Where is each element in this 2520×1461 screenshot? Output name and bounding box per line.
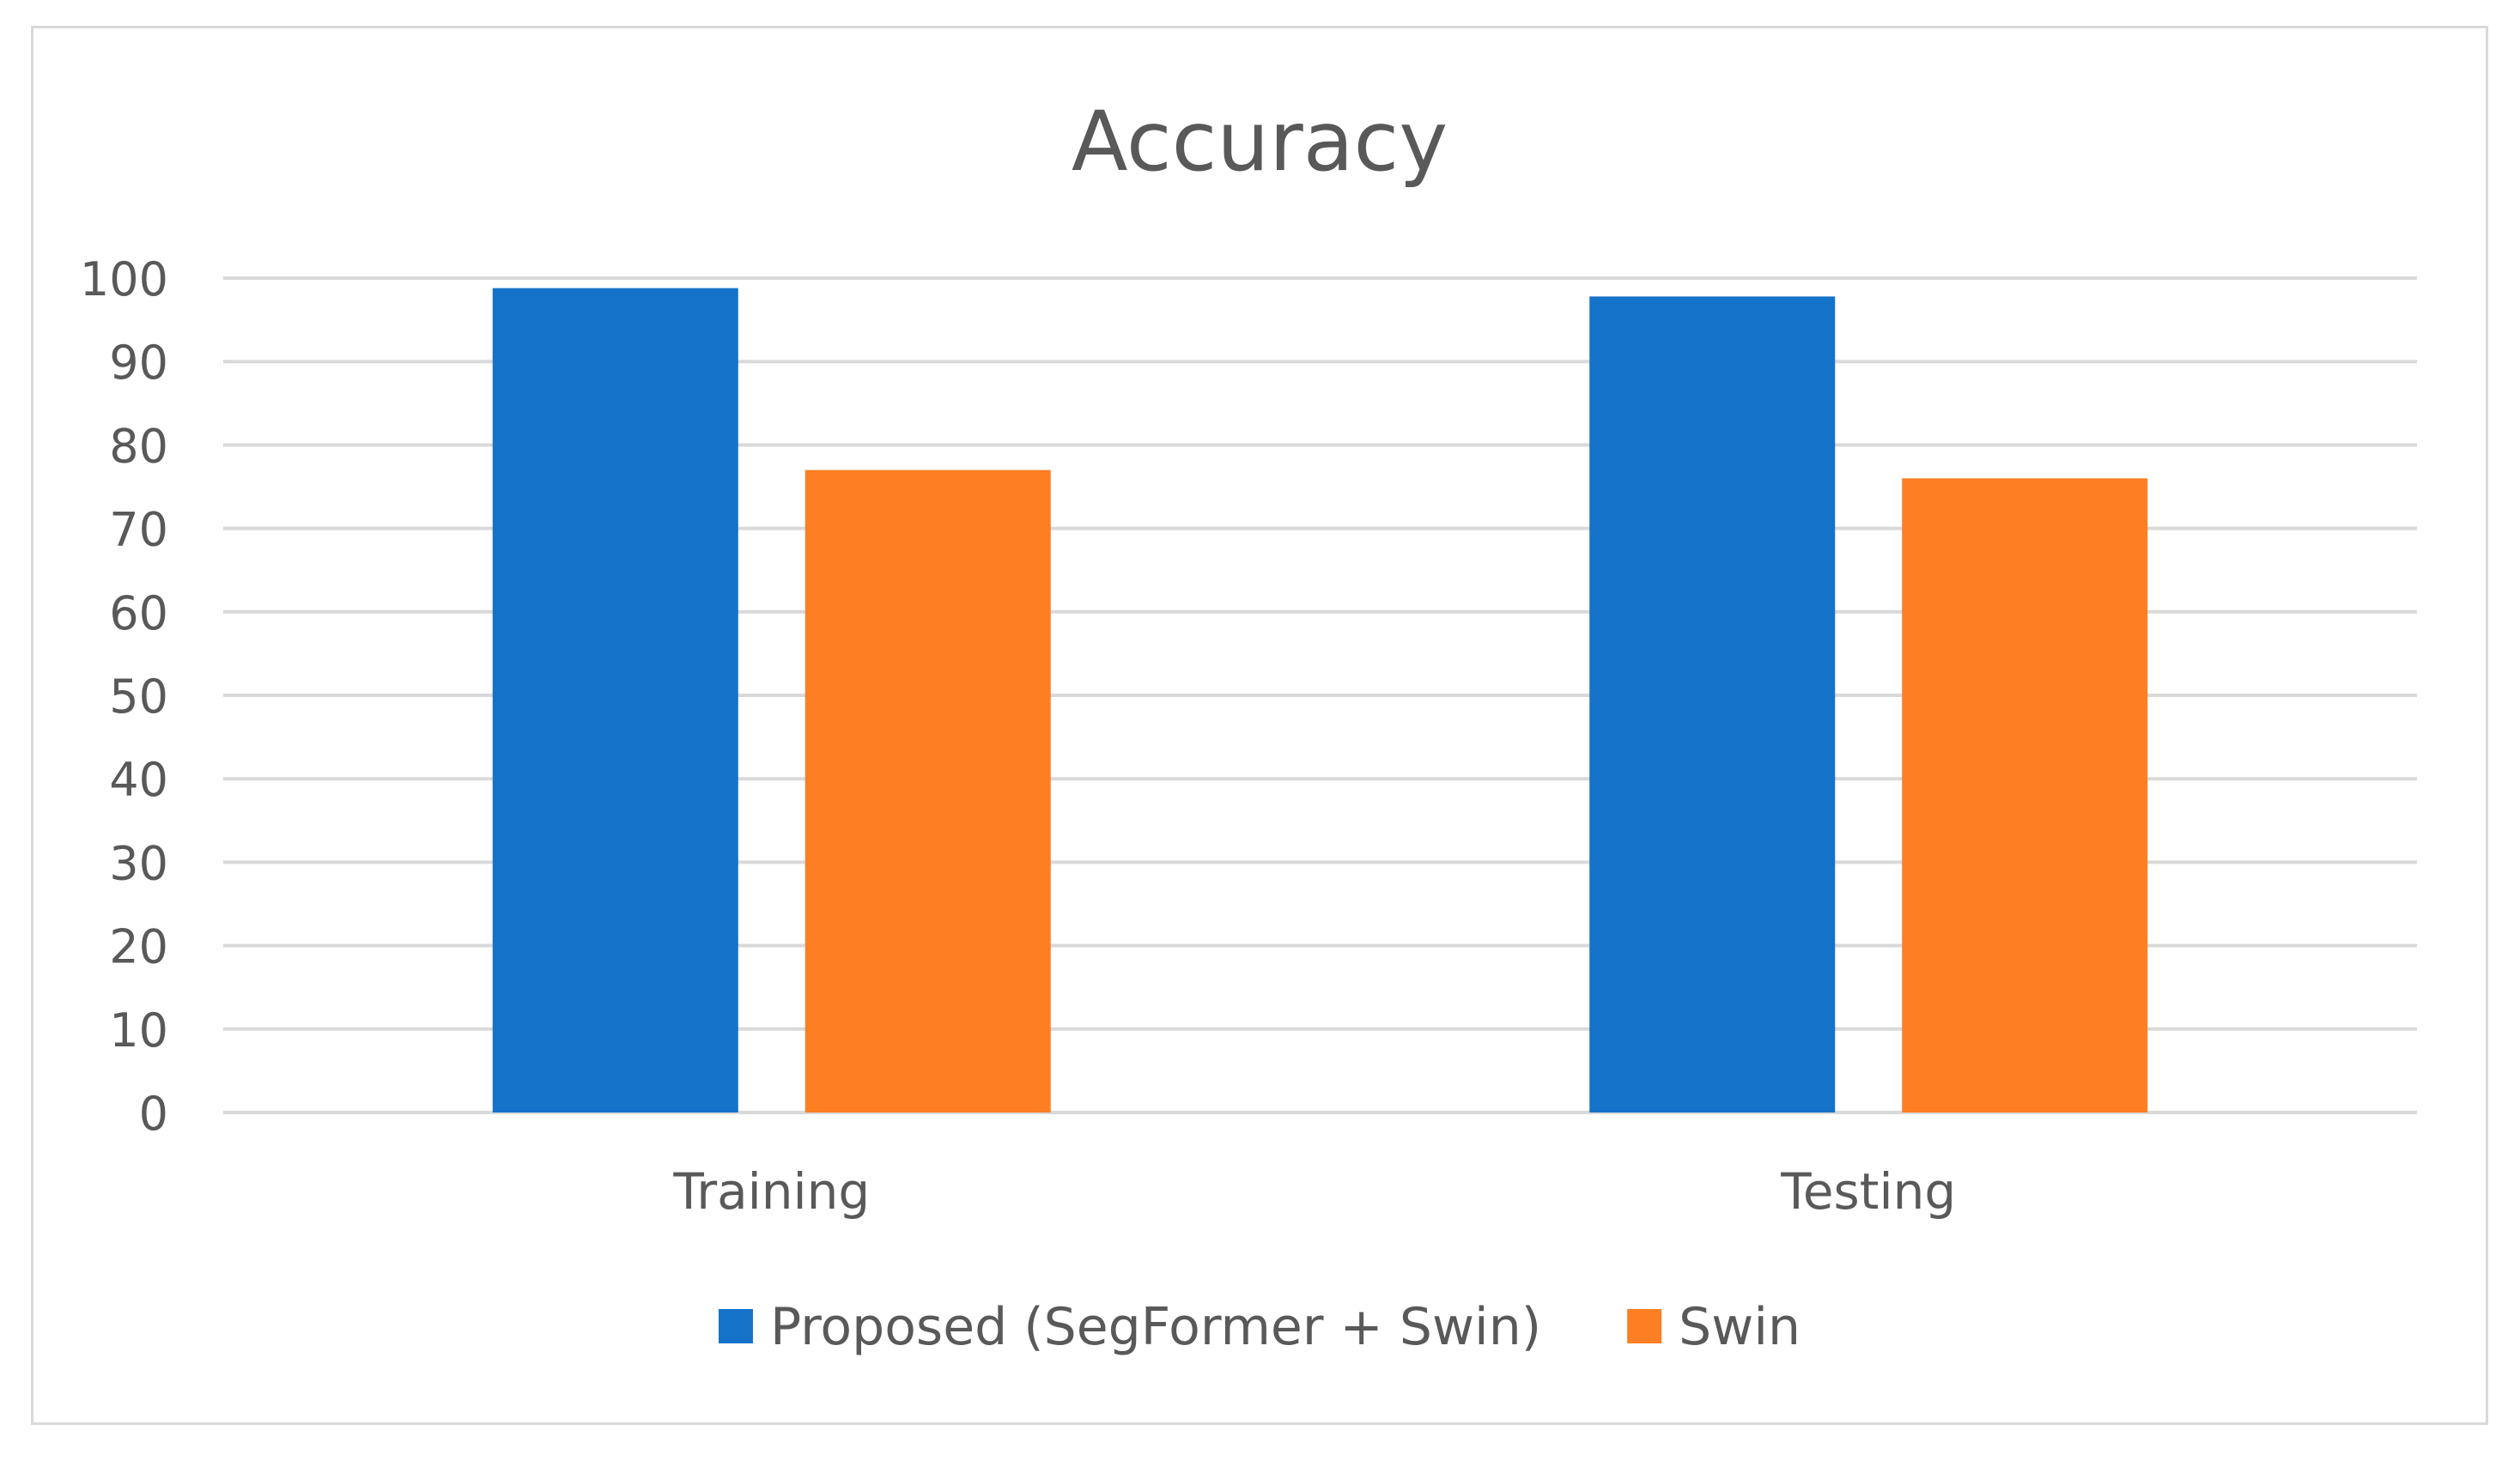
x-category-label: Testing [1780, 1162, 1956, 1221]
y-tick-label: 30 [109, 836, 168, 890]
bar-1-1 [1902, 478, 2148, 1112]
y-tick-label: 50 [109, 670, 168, 724]
y-axis-ticks: 0 10 20 30 40 50 60 70 80 90 100 [80, 252, 168, 1141]
legend-swatch [1627, 1309, 1662, 1343]
y-tick-label: 0 [139, 1087, 168, 1141]
x-category-label: Training [672, 1162, 870, 1221]
bars [492, 288, 2148, 1112]
legend-item-0: Proposed (SegFormer + Swin) [718, 1297, 1541, 1357]
y-tick-label: 100 [80, 252, 168, 306]
y-tick-label: 20 [109, 920, 168, 974]
legend-label: Proposed (SegFormer + Swin) [770, 1297, 1541, 1357]
y-tick-label: 10 [109, 1003, 168, 1058]
legend-label: Swin [1679, 1297, 1800, 1357]
y-tick-label: 60 [109, 586, 168, 640]
bar-1-0 [1589, 296, 1836, 1112]
x-axis-categories: Training Testing [672, 1162, 1956, 1221]
y-tick-label: 40 [109, 753, 168, 807]
y-tick-label: 90 [109, 336, 168, 390]
bar-0-0 [492, 288, 738, 1112]
legend-swatch [718, 1309, 753, 1343]
legend-item-1: Swin [1627, 1297, 1800, 1357]
bar-0-1 [805, 470, 1051, 1112]
legend: Proposed (SegFormer + Swin) Swin [718, 1297, 1800, 1357]
y-tick-label: 80 [109, 419, 168, 473]
y-tick-label: 70 [109, 503, 168, 557]
chart-title: Accuracy [1072, 94, 1448, 190]
